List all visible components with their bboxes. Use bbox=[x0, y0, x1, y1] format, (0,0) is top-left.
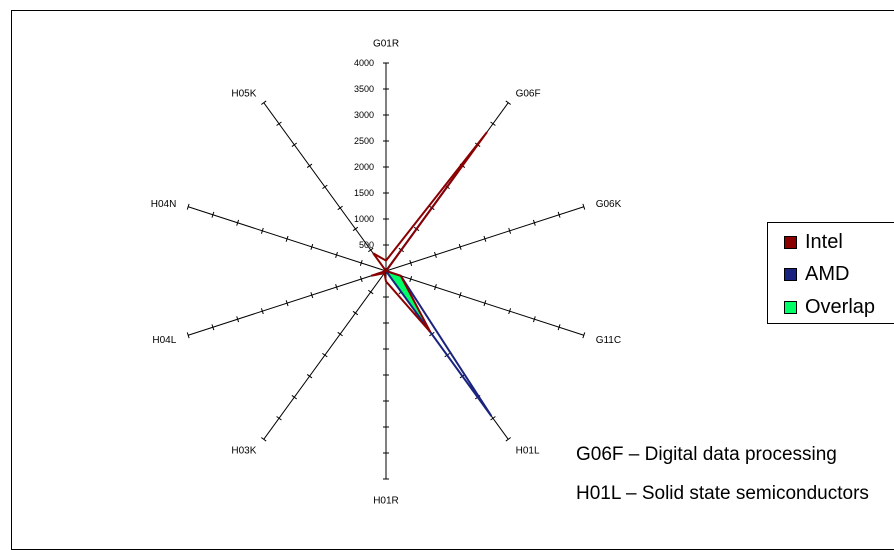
legend-swatch-amd bbox=[784, 267, 797, 281]
series-intel bbox=[370, 131, 488, 333]
axis-tick-g06k-500 bbox=[409, 259, 413, 266]
axis-tick-h04l-1500 bbox=[310, 292, 314, 299]
axis-tick-h03k-500 bbox=[367, 289, 374, 295]
chart-legend: Intel AMD Overlap bbox=[767, 222, 894, 324]
axis-tick-h05k-3500 bbox=[276, 121, 282, 126]
axis-tick-h03k-1000 bbox=[352, 310, 359, 316]
axis-tick-g06f-3500 bbox=[490, 121, 496, 126]
axis-tick-h05k-1000 bbox=[352, 226, 359, 232]
axis-tick-g06f-4000 bbox=[505, 100, 511, 105]
axis-tick-h04n-500 bbox=[359, 259, 363, 266]
r-tick-label-1500: 1500 bbox=[354, 188, 374, 198]
axis-tick-g06k-2500 bbox=[508, 227, 512, 234]
axis-tick-h04n-2000 bbox=[285, 235, 289, 242]
axis-tick-h04l-1000 bbox=[335, 284, 338, 291]
axis-tick-h05k-500 bbox=[367, 247, 374, 253]
axis-label-h01r: H01R bbox=[373, 495, 399, 506]
axis-label-h03k: H03K bbox=[231, 445, 256, 456]
axis-tick-g06k-3500 bbox=[557, 211, 561, 218]
axis-tick-h03k-3000 bbox=[291, 395, 298, 400]
axis-label-g06f: G06F bbox=[516, 89, 541, 100]
axis-tick-h03k-1500 bbox=[337, 331, 343, 337]
r-tick-label-500: 500 bbox=[359, 240, 374, 250]
axis-label-h04n: H04N bbox=[151, 199, 177, 210]
axis-tick-h04n-2500 bbox=[260, 227, 264, 234]
axis-tick-h04n-4000 bbox=[186, 203, 190, 210]
axis-tick-h04n-3000 bbox=[236, 219, 240, 226]
radar-labels: G01R G06F G06K G11C H01L H01R H03K H04L H04N H05K… bbox=[151, 39, 622, 507]
axis-tick-g11c-2500 bbox=[508, 308, 512, 315]
axis-tick-g11c-4000 bbox=[582, 332, 586, 339]
axis-label-h04l: H04L bbox=[152, 335, 176, 346]
note-g06f: G06F – Digital data processing bbox=[576, 444, 837, 465]
axis-tick-g06k-1000 bbox=[434, 251, 437, 258]
axis-tick-h04n-1500 bbox=[310, 243, 314, 250]
radar-series bbox=[370, 131, 493, 417]
axis-tick-g11c-500 bbox=[409, 276, 413, 283]
axis-tick-h05k-3000 bbox=[291, 142, 298, 147]
legend-swatch-overlap bbox=[784, 300, 797, 314]
r-tick-label-3500: 3500 bbox=[354, 84, 374, 94]
r-tick-label-4000: 4000 bbox=[354, 58, 374, 68]
axis-tick-g11c-2000 bbox=[483, 300, 487, 307]
axis-label-h05k: H05K bbox=[231, 89, 256, 100]
legend-label-overlap: Overlap bbox=[805, 295, 876, 318]
axis-tick-h04l-3500 bbox=[211, 324, 215, 331]
r-tick-label-3000: 3000 bbox=[354, 110, 374, 120]
axis-tick-g06k-3000 bbox=[532, 219, 536, 226]
axis-tick-h01l-3500 bbox=[490, 416, 496, 421]
axis-label-h01l: H01L bbox=[516, 445, 540, 456]
axis-tick-h05k-2500 bbox=[306, 163, 313, 168]
axis-tick-h03k-2500 bbox=[306, 374, 313, 379]
legend-item-overlap: Overlap bbox=[784, 294, 875, 320]
legend-item-intel: Intel bbox=[784, 229, 843, 255]
axis-tick-h04l-2500 bbox=[260, 308, 264, 315]
axis-tick-g11c-3000 bbox=[532, 316, 536, 323]
r-tick-label-2500: 2500 bbox=[354, 136, 374, 146]
axis-label-g11c: G11C bbox=[596, 335, 621, 346]
axis-tick-g11c-1000 bbox=[434, 284, 437, 291]
axis-tick-h05k-2000 bbox=[322, 184, 328, 190]
axis-tick-h03k-4000 bbox=[261, 437, 267, 442]
legend-item-amd: AMD bbox=[784, 261, 849, 287]
axis-tick-h04n-3500 bbox=[211, 211, 215, 218]
legend-label-amd: AMD bbox=[805, 262, 850, 285]
radar-chart: G01R G06F G06K G11C H01L H01R H03K H04L H04N H05K… bbox=[151, 39, 622, 507]
axis-tick-g06k-1500 bbox=[458, 243, 462, 250]
axis-tick-h04l-500 bbox=[359, 276, 363, 283]
axis-tick-h05k-4000 bbox=[261, 100, 267, 105]
axis-label-g01r: G01R bbox=[373, 39, 399, 50]
note-h01l: H01L – Solid state semiconductors bbox=[576, 483, 869, 504]
legend-label-intel: Intel bbox=[805, 230, 843, 253]
axis-tick-h01l-4000 bbox=[505, 437, 511, 442]
axis-tick-g11c-3500 bbox=[557, 324, 561, 331]
axis-tick-h04l-3000 bbox=[236, 316, 240, 323]
legend-swatch-intel bbox=[784, 235, 797, 249]
axis-tick-h04l-2000 bbox=[285, 300, 289, 307]
axis-tick-h03k-3500 bbox=[276, 416, 282, 421]
axis-tick-g06k-2000 bbox=[483, 235, 487, 242]
axis-tick-h03k-2000 bbox=[322, 352, 328, 358]
axis-tick-h05k-1500 bbox=[337, 205, 343, 211]
axis-tick-g06k-4000 bbox=[582, 203, 586, 210]
axis-tick-h04n-1000 bbox=[335, 251, 338, 258]
r-tick-label-2000: 2000 bbox=[354, 162, 374, 172]
axis-tick-g11c-1500 bbox=[458, 292, 462, 299]
axis-tick-h04l-4000 bbox=[186, 332, 190, 339]
axis-label-g06k: G06K bbox=[596, 199, 622, 210]
r-tick-label-1000: 1000 bbox=[354, 214, 374, 224]
